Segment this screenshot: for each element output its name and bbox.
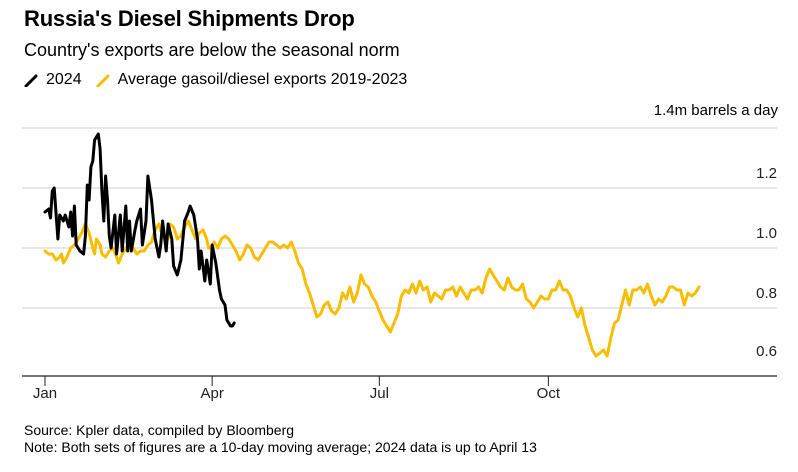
x-tick-label: Apr [200,385,223,402]
legend-item-average: Average gasoil/diesel exports 2019-2023 [96,71,408,89]
y-axis-unit-label: 1.4m barrels a day [653,102,778,119]
y-tick-label: 1.0 [756,225,777,242]
x-tick-label: Oct [537,385,561,402]
legend: 2024 Average gasoil/diesel exports 2019-… [24,71,421,89]
legend-swatch-black-line-icon [24,74,38,87]
series-line-2024 [43,132,236,328]
source-note: Source: Kpler data, compiled by Bloomber… [24,422,295,438]
legend-swatch-yellow-line-icon [96,74,110,87]
x-axis: Jan Apr Jul Oct [22,375,777,402]
legend-label-2024: 2024 [46,71,82,88]
methodology-note: Note: Both sets of figures are a 10-day … [24,439,537,455]
x-tick-label: Jul [370,385,389,402]
chart-subtitle: Country's exports are below the seasonal… [24,40,400,60]
x-tick-label: Jan [33,385,57,402]
y-axis-ticks: 0.6 0.8 1.0 1.2 [756,165,777,360]
legend-label-average: Average gasoil/diesel exports 2019-2023 [117,71,408,88]
series-line-average-2019-2023 [43,219,701,358]
y-tick-label: 1.2 [756,165,777,182]
footer: Source: Kpler data, compiled by Bloomber… [24,422,537,456]
series-lines [43,132,701,358]
y-tick-label: 0.6 [756,343,777,360]
chart-title: Russia's Diesel Shipments Drop [24,6,355,31]
gridlines [22,127,777,309]
legend-item-2024: 2024 [24,71,82,89]
y-tick-label: 0.8 [756,285,777,302]
